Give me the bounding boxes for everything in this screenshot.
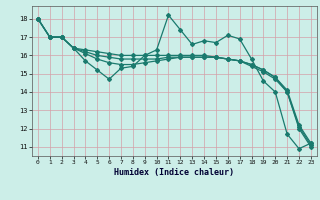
X-axis label: Humidex (Indice chaleur): Humidex (Indice chaleur) — [115, 168, 234, 177]
